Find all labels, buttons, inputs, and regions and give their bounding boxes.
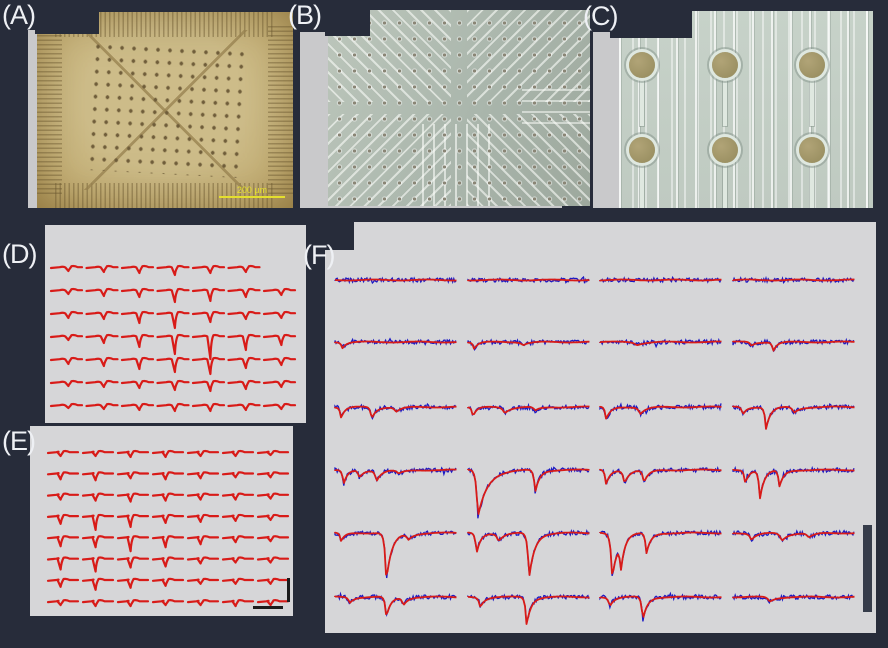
microscopy-photo-mea-overview: 200 µm: [37, 12, 293, 208]
scale-bar-label: 200 µm: [236, 185, 268, 195]
label-chip-f: [322, 222, 354, 250]
electrode-pad: [629, 52, 655, 78]
electrode-lead: [810, 159, 814, 208]
panel-e-traces: [46, 449, 290, 608]
electrode-pad: [629, 137, 655, 163]
electrode-lead: [640, 74, 644, 126]
label-chip-a: [35, 6, 99, 34]
electrode-comb-right: [268, 25, 293, 195]
electrode-pad: [712, 52, 738, 78]
electrode-pad: [712, 137, 738, 163]
panel-f-vertical-scale-bar: [863, 525, 872, 612]
panel-label-d: (D): [2, 239, 37, 269]
electrode-pad: [799, 52, 825, 78]
panel-e-horizontal-scale-bar: [253, 606, 283, 609]
electrode-lead: [723, 159, 727, 208]
label-chip-c: [610, 0, 692, 38]
panel-f-waveform-grid: [325, 222, 876, 633]
panel-label-e: (E): [2, 426, 36, 456]
panel-label-f: (F): [303, 240, 336, 270]
panel-e-vertical-scale-bar: [287, 578, 290, 602]
scale-bar-line: [219, 196, 285, 198]
electrode-lead: [723, 74, 727, 126]
panel-label-a: (A): [2, 0, 36, 30]
panel-label-b: (B): [288, 0, 322, 30]
label-chip-b: [325, 2, 370, 36]
panel-d-waveform-grid: [45, 225, 306, 423]
panel-d-traces: [49, 264, 297, 413]
panel-e-waveform-grid: [30, 426, 293, 616]
electrode-lead: [810, 74, 814, 126]
panel-label-c: (C): [583, 1, 618, 31]
electrode-comb-left: [37, 25, 62, 195]
electrode-pad: [799, 137, 825, 163]
electrode-dot-grid: [328, 10, 590, 206]
scale-bar: 200 µm: [219, 185, 285, 198]
microscopy-photo-electrode-closeup: [619, 11, 873, 208]
electrode-lead: [640, 159, 644, 208]
panel-f-traces: [334, 275, 855, 625]
microscopy-photo-electrode-field: [328, 10, 590, 206]
electrode-dot-grid: [82, 37, 248, 179]
